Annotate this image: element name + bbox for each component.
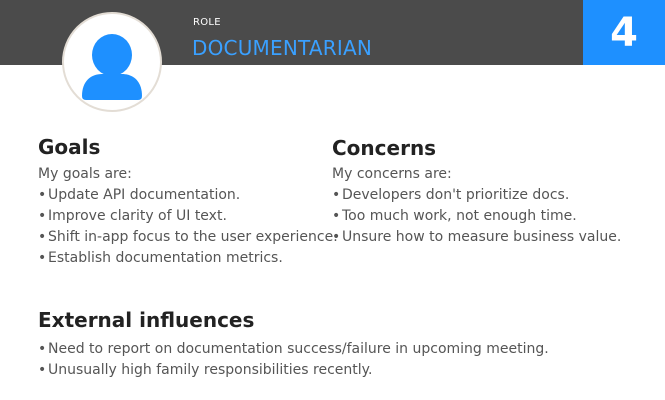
- concerns-intro: My concerns are:: [332, 166, 452, 182]
- external-influences-heading: External influences: [38, 308, 255, 332]
- user-icon: [82, 34, 142, 100]
- persona-number: 4: [610, 9, 638, 56]
- list-item: Shift in-app focus to the user experienc…: [38, 227, 338, 248]
- list-item: Developers don't prioritize docs.: [332, 185, 621, 206]
- persona-number-badge: 4: [583, 0, 665, 65]
- list-item: Establish documentation metrics.: [38, 248, 338, 269]
- avatar: [62, 12, 162, 112]
- goals-list: Update API documentation. Improve clarit…: [38, 185, 338, 269]
- list-item: Unsure how to measure business value.: [332, 227, 621, 248]
- goals-heading: Goals: [38, 135, 101, 159]
- list-item: Too much work, not enough time.: [332, 206, 621, 227]
- list-item: Unusually high family responsibilities r…: [38, 360, 549, 381]
- concerns-heading: Concerns: [332, 136, 437, 160]
- list-item: Improve clarity of UI text.: [38, 206, 338, 227]
- role-label: ROLE: [193, 17, 221, 28]
- external-influences-list: Need to report on documentation success/…: [38, 339, 549, 381]
- concerns-list: Developers don't prioritize docs. Too mu…: [332, 185, 621, 248]
- goals-intro: My goals are:: [38, 166, 132, 182]
- list-item: Need to report on documentation success/…: [38, 339, 549, 360]
- role-title: DOCUMENTARIAN: [192, 36, 372, 60]
- list-item: Update API documentation.: [38, 185, 338, 206]
